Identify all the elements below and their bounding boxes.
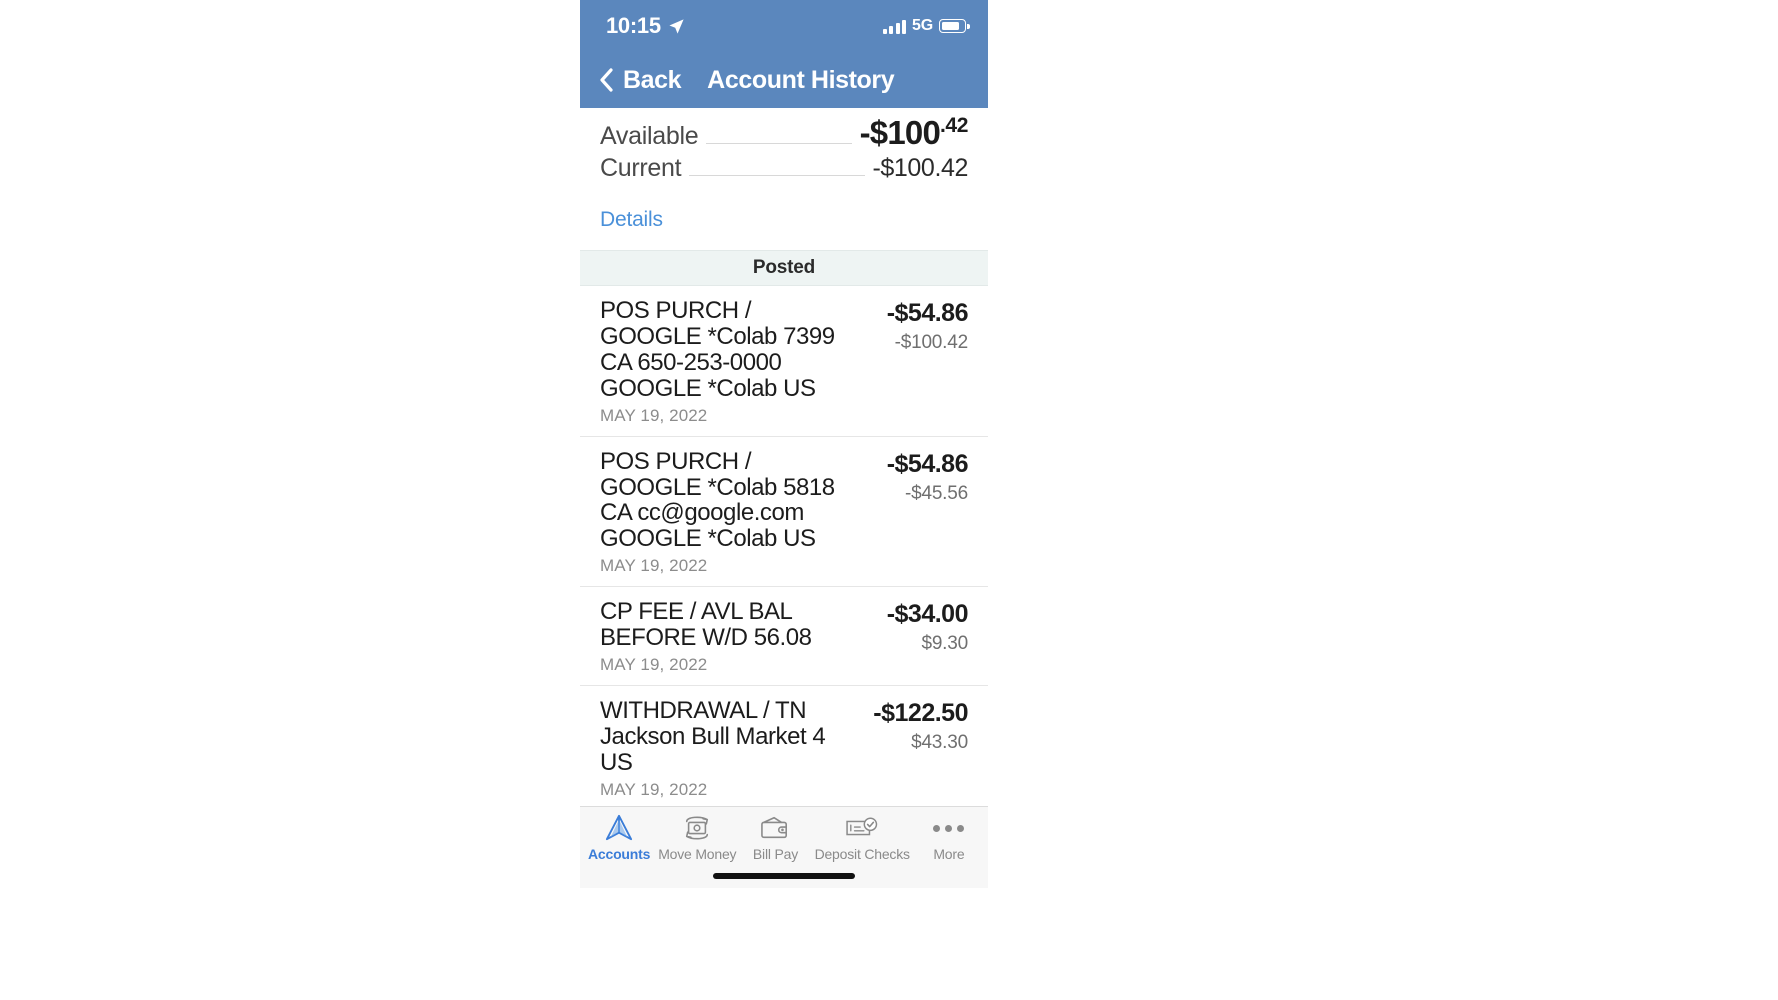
check-deposit-icon (844, 813, 880, 843)
location-arrow-icon (668, 18, 685, 35)
table-row[interactable]: POS PURCH / GOOGLE *Colab 7399 CA 650-25… (580, 286, 988, 437)
tab-label: Accounts (588, 846, 651, 862)
more-dots-icon (933, 813, 965, 843)
balance-summary: Available -$100.42 Current -$100.42 (580, 108, 988, 194)
transaction-amount: -$34.00 (886, 600, 969, 629)
transaction-details: WITHDRAWAL / TN Jackson Bull Market 4 US… (600, 698, 873, 800)
running-balance: $43.30 (911, 732, 968, 754)
transaction-details: POS PURCH / GOOGLE *Colab 7399 CA 650-25… (600, 298, 887, 426)
available-balance-row: Available -$100.42 (600, 114, 968, 154)
transaction-amounts: -$54.86 -$100.42 (886, 298, 969, 426)
transaction-amount: -$54.86 (886, 299, 969, 327)
desc-line: BEFORE W/D 56.08 (600, 624, 812, 652)
desc-line: CA 650-253-0000 (600, 348, 782, 376)
leader-line (706, 143, 852, 144)
transaction-amount: -$54.86 (886, 449, 969, 478)
table-row[interactable]: CP FEE / AVL BAL BEFORE W/D 56.08 MAY 19… (580, 587, 988, 687)
available-amount-main: -$100 (859, 114, 941, 151)
running-balance: -$45.56 (904, 482, 968, 504)
back-label: Back (623, 65, 682, 94)
status-bar-right: 5G (882, 17, 970, 35)
transaction-details: CP FEE / AVL BAL BEFORE W/D 56.08 MAY 19… (600, 599, 887, 675)
transaction-description: CP FEE / AVL BAL BEFORE W/D 56.08 (600, 599, 875, 651)
transaction-amounts: -$34.00 $9.30 (886, 599, 969, 675)
signal-bars-icon (882, 19, 907, 34)
status-time: 10:15 (606, 13, 661, 38)
available-amount: -$100.42 (859, 114, 969, 152)
nav-bar: Back Account History (580, 52, 988, 108)
running-balance: $9.30 (921, 633, 968, 655)
tab-more[interactable]: More (910, 813, 988, 862)
desc-line: GOOGLE *Colab 5818 (600, 473, 835, 501)
transaction-description: POS PURCH / GOOGLE *Colab 7399 CA 650-25… (600, 298, 875, 402)
chevron-left-icon (598, 68, 614, 92)
desc-line: Jackson Bull Market 4 (600, 722, 826, 750)
tab-bill-pay[interactable]: Bill Pay (736, 813, 814, 862)
current-label: Current (600, 154, 682, 182)
available-amount-cents: .42 (940, 114, 968, 137)
running-balance: -$100.42 (894, 332, 969, 353)
available-label: Available (600, 122, 699, 150)
tab-label: Deposit Checks (814, 846, 910, 862)
transaction-date: MAY 19, 2022 (600, 556, 708, 576)
table-row[interactable]: POS PURCH / GOOGLE *Colab 5818 CA cc@goo… (580, 436, 988, 588)
desc-line: CP FEE / AVL BAL (600, 598, 793, 626)
desc-line: WITHDRAWAL / TN (600, 697, 807, 725)
page-title: Account History (707, 65, 895, 94)
transaction-date: MAY 19, 2022 (600, 655, 708, 675)
transaction-amounts: -$122.50 $43.30 (873, 698, 968, 800)
phone-viewport: 10:15 5G Back Account History (580, 0, 988, 888)
tab-label: More (933, 846, 965, 862)
transaction-description: POS PURCH / GOOGLE *Colab 5818 CA cc@goo… (600, 447, 875, 553)
leader-line (689, 175, 865, 176)
posted-section-header: Posted (580, 250, 988, 286)
transaction-details: POS PURCH / GOOGLE *Colab 5818 CA cc@goo… (600, 447, 887, 577)
tab-move-money[interactable]: Move Money (658, 813, 737, 862)
money-transfer-icon (680, 813, 714, 843)
scroll-body[interactable]: Available -$100.42 Current -$100.42 Deta… (580, 108, 988, 888)
tab-deposit-checks[interactable]: Deposit Checks (815, 813, 910, 862)
tab-label: Bill Pay (752, 846, 799, 862)
tab-accounts[interactable]: Accounts (580, 813, 658, 862)
desc-line: CA cc@google.com (600, 499, 804, 527)
desc-line: GOOGLE *Colab 7399 (600, 322, 835, 350)
transaction-amount: -$122.50 (873, 699, 968, 728)
wallet-icon (759, 813, 791, 843)
network-label: 5G (912, 17, 933, 34)
transaction-description: WITHDRAWAL / TN Jackson Bull Market 4 US (600, 698, 861, 776)
desc-line: POS PURCH / (600, 297, 752, 324)
tab-label: Move Money (658, 846, 737, 862)
table-row[interactable]: WITHDRAWAL / TN Jackson Bull Market 4 US… (580, 686, 988, 811)
home-indicator (713, 873, 855, 879)
back-button[interactable]: Back (598, 65, 682, 95)
accounts-arrow-icon (603, 813, 635, 843)
status-bar-left: 10:15 (606, 13, 685, 39)
transaction-amounts: -$54.86 -$45.56 (886, 449, 969, 577)
status-bar: 10:15 5G (580, 0, 988, 52)
desc-line: GOOGLE *Colab US (600, 525, 816, 553)
transaction-date: MAY 19, 2022 (600, 779, 708, 799)
details-link[interactable]: Details (600, 208, 663, 231)
posted-label: Posted (752, 257, 816, 278)
current-balance-row: Current -$100.42 (600, 154, 968, 194)
desc-line: GOOGLE *Colab US (600, 374, 816, 402)
current-amount: -$100.42 (872, 154, 969, 182)
transaction-date: MAY 19, 2022 (600, 405, 708, 425)
desc-line: US (600, 748, 633, 776)
desc-line: POS PURCH / (600, 447, 752, 475)
battery-icon (939, 19, 970, 33)
